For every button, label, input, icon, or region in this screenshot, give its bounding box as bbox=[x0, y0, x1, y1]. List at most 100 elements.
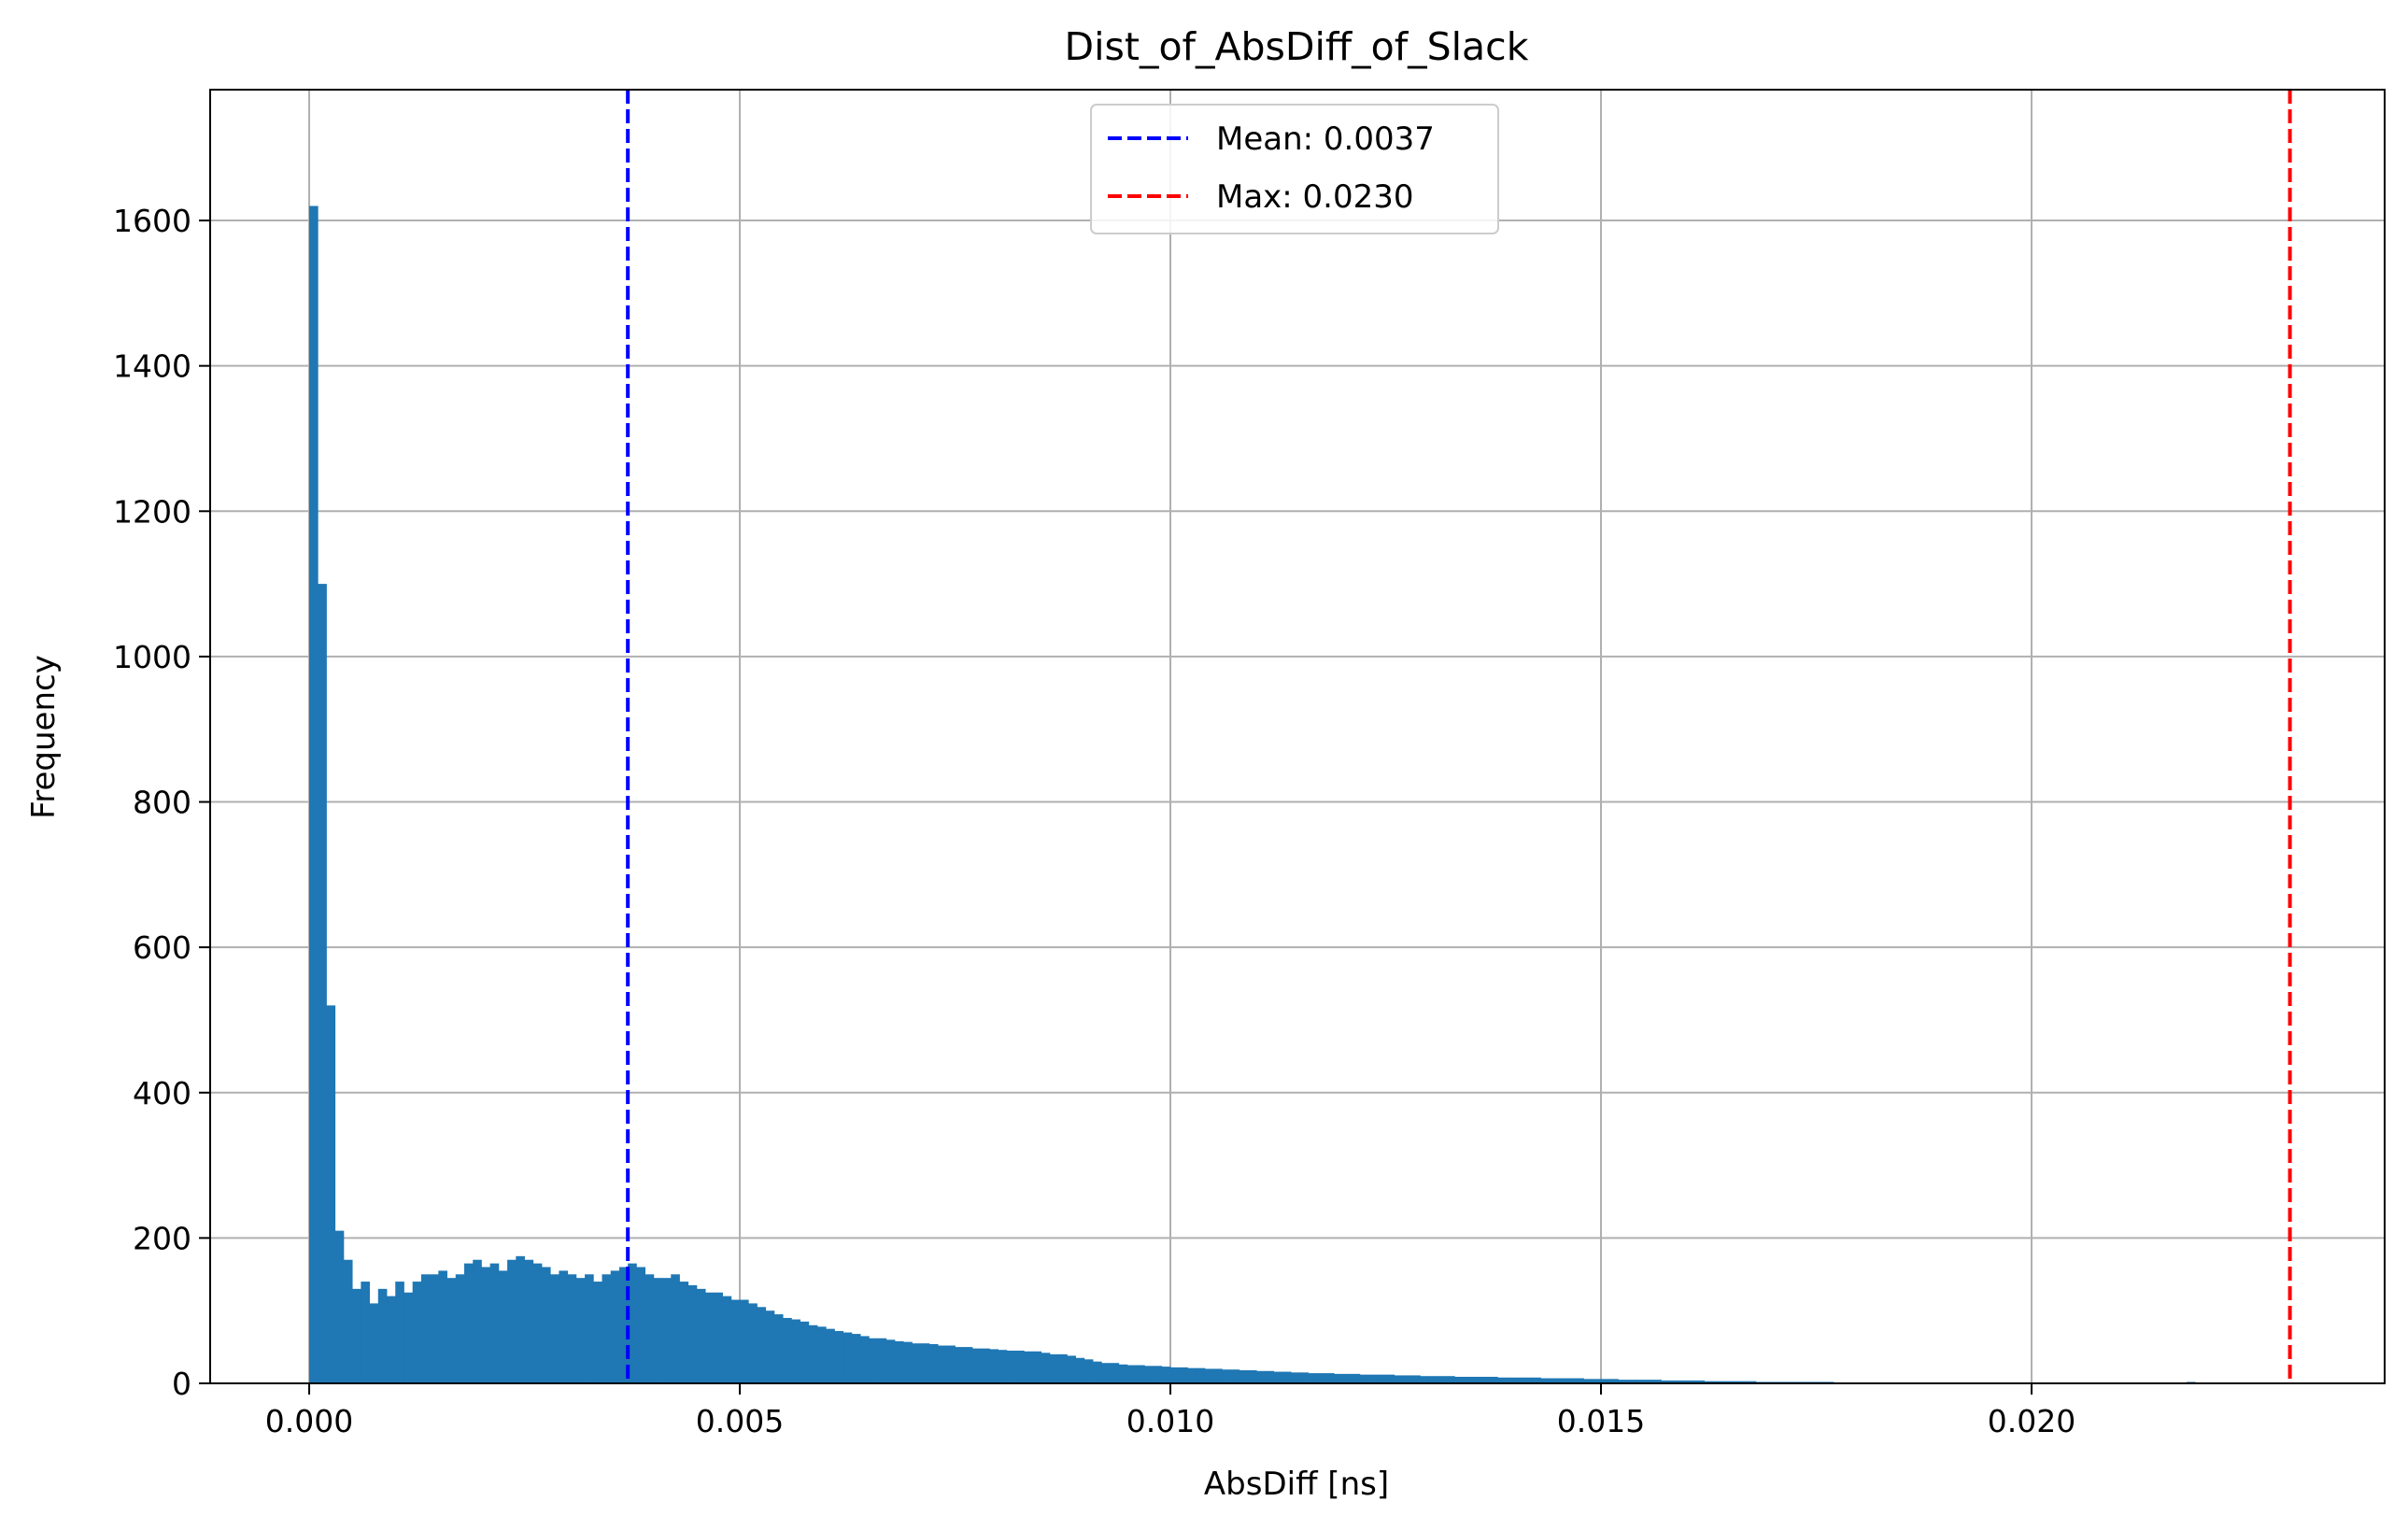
y-tick-label: 1400 bbox=[113, 348, 191, 385]
histogram-bar bbox=[489, 1263, 500, 1383]
histogram-bar bbox=[816, 1326, 827, 1383]
histogram-bar bbox=[498, 1270, 508, 1383]
histogram-bar bbox=[1126, 1365, 1137, 1383]
histogram-bar bbox=[1161, 1367, 1171, 1383]
histogram-bar bbox=[585, 1274, 594, 1383]
histogram-bar bbox=[1549, 1378, 1559, 1383]
histogram-bar bbox=[1411, 1375, 1421, 1383]
histogram-bar bbox=[1368, 1374, 1378, 1383]
histogram-bar bbox=[420, 1274, 431, 1383]
histogram-bar bbox=[1058, 1353, 1068, 1383]
histogram-bar bbox=[1600, 1379, 1610, 1383]
histogram-bar bbox=[1540, 1378, 1551, 1383]
histogram-bar bbox=[938, 1345, 947, 1383]
histogram-bar bbox=[800, 1321, 810, 1383]
histogram-bar bbox=[1282, 1371, 1292, 1383]
histogram-bar bbox=[963, 1347, 973, 1383]
histogram-bar bbox=[808, 1325, 818, 1383]
histogram-bar bbox=[334, 1230, 345, 1383]
histogram-bar bbox=[1575, 1378, 1584, 1383]
x-tick-label: 0.015 bbox=[1557, 1403, 1645, 1439]
histogram-bar bbox=[1394, 1375, 1404, 1383]
histogram-bar bbox=[524, 1259, 534, 1383]
legend-label: Max: 0.0230 bbox=[1216, 178, 1414, 216]
histogram-bar bbox=[610, 1270, 620, 1383]
histogram-bar bbox=[412, 1282, 422, 1383]
histogram-bar bbox=[1256, 1370, 1266, 1383]
histogram-bar bbox=[1437, 1376, 1447, 1383]
histogram-bar bbox=[1006, 1350, 1016, 1383]
histogram-bar bbox=[714, 1292, 723, 1383]
histogram-bar bbox=[541, 1267, 551, 1383]
histogram-bar bbox=[1170, 1367, 1180, 1383]
histogram-bar bbox=[1618, 1380, 1628, 1383]
histogram-bar bbox=[1342, 1373, 1353, 1383]
histogram-bar bbox=[1514, 1377, 1524, 1383]
histogram-bar bbox=[1644, 1380, 1653, 1383]
histogram-bar bbox=[455, 1274, 465, 1383]
histogram-bar bbox=[550, 1274, 560, 1383]
histogram-bar bbox=[1626, 1380, 1636, 1383]
histogram-bar bbox=[1420, 1376, 1430, 1383]
histogram-bar bbox=[1678, 1380, 1688, 1383]
histogram-bar bbox=[430, 1274, 439, 1383]
histogram-bar bbox=[903, 1341, 913, 1383]
histogram-bar bbox=[662, 1278, 672, 1383]
histogram-bar bbox=[1291, 1372, 1300, 1383]
histogram-bar bbox=[653, 1278, 663, 1383]
histogram-bar bbox=[765, 1310, 775, 1383]
histogram-bar bbox=[636, 1267, 645, 1383]
histogram-bar bbox=[971, 1348, 982, 1383]
histogram-bar bbox=[1324, 1373, 1335, 1383]
histogram-bar bbox=[894, 1340, 904, 1383]
histogram-bar bbox=[687, 1284, 698, 1383]
histogram-bar bbox=[1695, 1380, 1706, 1383]
histogram-bar bbox=[369, 1303, 379, 1383]
plot-area bbox=[209, 89, 2386, 1384]
histogram-bar bbox=[567, 1274, 577, 1383]
histogram-bar bbox=[1661, 1380, 1671, 1383]
histogram-bar bbox=[1747, 1381, 1757, 1383]
histogram-bar bbox=[516, 1255, 525, 1383]
histogram-bar bbox=[912, 1343, 922, 1383]
histogram-bar bbox=[1652, 1380, 1662, 1383]
histogram-bar bbox=[1308, 1373, 1318, 1383]
histogram-bar bbox=[1334, 1373, 1343, 1383]
x-tick-label: 0.000 bbox=[265, 1403, 353, 1439]
histogram-bar bbox=[326, 1005, 336, 1383]
histogram-bar bbox=[507, 1259, 517, 1383]
histogram-bar bbox=[1213, 1368, 1223, 1383]
histogram-bar bbox=[1179, 1367, 1188, 1383]
x-tick-label: 0.010 bbox=[1126, 1403, 1214, 1439]
histogram-bar bbox=[1454, 1376, 1464, 1383]
histogram-bar bbox=[575, 1278, 586, 1383]
histogram-bar bbox=[981, 1348, 990, 1383]
histogram-bar bbox=[955, 1347, 965, 1383]
histogram-bar bbox=[1480, 1376, 1490, 1383]
histogram-bar bbox=[1067, 1355, 1076, 1383]
histogram-bar bbox=[473, 1259, 482, 1383]
histogram-bar bbox=[1144, 1366, 1154, 1383]
histogram-bar bbox=[1239, 1369, 1249, 1383]
histogram-bar bbox=[309, 205, 319, 1383]
x-tick-label: 0.020 bbox=[1988, 1403, 2075, 1439]
histogram-bar bbox=[593, 1282, 602, 1383]
histogram-bar bbox=[1532, 1377, 1541, 1383]
y-tick-label: 1000 bbox=[113, 639, 191, 675]
histogram-bar bbox=[679, 1282, 689, 1383]
histogram-bar bbox=[644, 1274, 655, 1383]
histogram-bar bbox=[1523, 1377, 1533, 1383]
histogram-bar bbox=[1359, 1374, 1369, 1383]
histogram-bar bbox=[1721, 1381, 1731, 1383]
legend-box bbox=[1090, 104, 1499, 234]
histogram-bar bbox=[1299, 1372, 1309, 1383]
histogram-bar bbox=[1428, 1376, 1438, 1383]
histogram-bar bbox=[1687, 1380, 1696, 1383]
histogram-bar bbox=[1730, 1381, 1739, 1383]
histogram-bar bbox=[843, 1332, 853, 1383]
histogram-bar bbox=[404, 1292, 414, 1383]
histogram-bar bbox=[438, 1270, 447, 1383]
histogram-bar bbox=[740, 1299, 749, 1383]
histogram-bar bbox=[1118, 1364, 1128, 1383]
histogram-bar bbox=[481, 1267, 491, 1383]
